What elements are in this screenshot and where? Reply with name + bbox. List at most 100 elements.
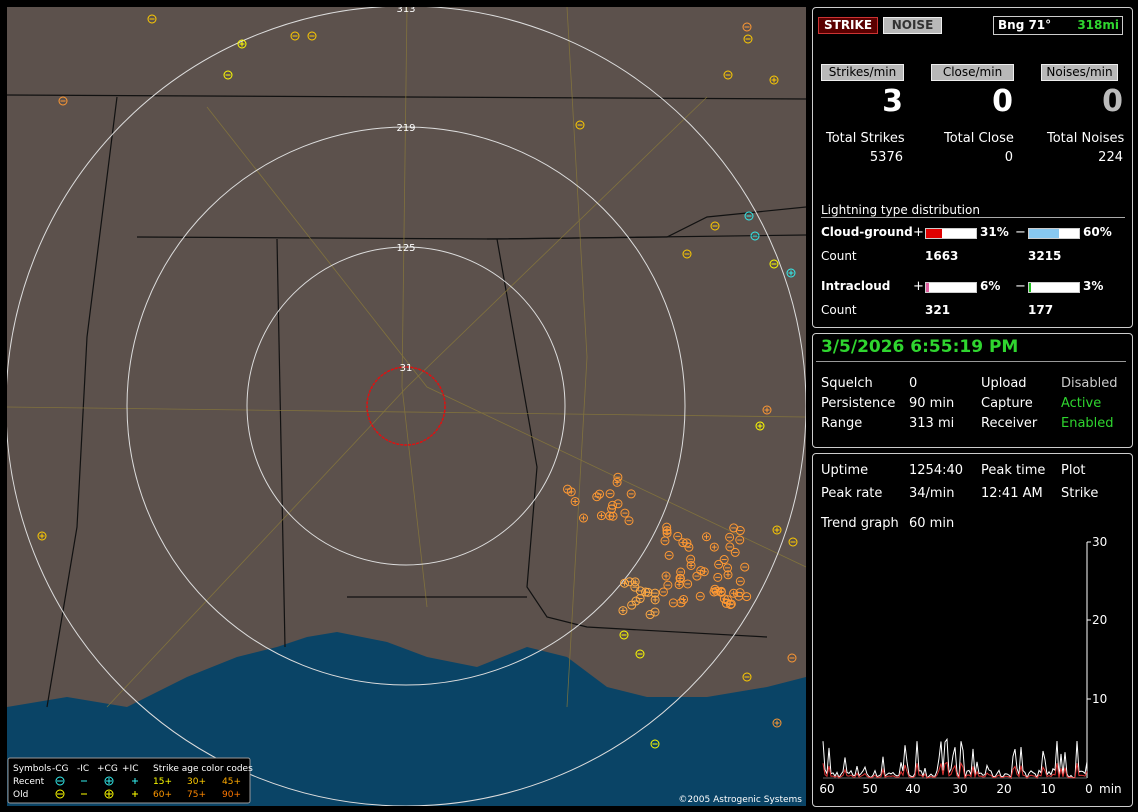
- count: 321: [925, 303, 951, 317]
- strike-symbol: [719, 555, 729, 565]
- strike-glyph: [731, 590, 737, 596]
- strike-symbol: [678, 538, 688, 548]
- strike-symbol: [742, 672, 752, 682]
- strike-symbol: [786, 268, 796, 278]
- strike-symbol: [613, 499, 623, 509]
- legend-old: Old: [13, 790, 28, 800]
- legend-age-title: Strike age color codes: [153, 764, 253, 774]
- strike-glyph: [643, 589, 649, 595]
- strike-glyph: [620, 608, 626, 614]
- strike-symbol: [662, 526, 672, 536]
- strike-symbol: [769, 259, 779, 269]
- strike-symbol: [725, 542, 735, 552]
- strike-symbol: [664, 550, 674, 560]
- status-cell: Capture: [981, 396, 1033, 411]
- strike-symbol: [695, 591, 705, 601]
- legend: Symbols -CG -IC +CG +IC Strike age color…: [7, 757, 253, 804]
- trend-cell: 1254:40: [909, 463, 964, 478]
- strike-symbol: [710, 221, 720, 231]
- strike-symbol: [740, 562, 750, 572]
- sign: −: [1015, 225, 1026, 240]
- strike-symbol: [650, 595, 660, 605]
- trend-graph: 30 20 10 60 50 40 30 20 10 0 min: [819, 535, 1122, 796]
- strike-symbol: [147, 14, 157, 24]
- strike-symbol: [570, 496, 580, 506]
- rate-label: Close/min: [931, 64, 1014, 81]
- strike-symbol: [709, 587, 719, 597]
- y-tick-label: 20: [1092, 613, 1107, 627]
- strike-symbol: [612, 477, 622, 487]
- x-unit: min: [1099, 782, 1122, 796]
- strike-glyph: [774, 527, 780, 533]
- strike-symbol: [729, 588, 739, 598]
- strike-glyph: [598, 513, 604, 519]
- strike-symbol: [723, 70, 733, 80]
- divider: [816, 361, 1126, 362]
- strike-button[interactable]: STRIKE: [818, 17, 878, 34]
- strike-symbol: [566, 487, 576, 497]
- total-value: 224: [1098, 150, 1123, 165]
- strike-symbol: [650, 607, 660, 617]
- pct-bar-frame: [1028, 282, 1080, 293]
- strike-symbol: [714, 559, 724, 569]
- strike-symbol: [37, 531, 47, 541]
- trend-cell: Plot: [1061, 463, 1086, 478]
- status-cell: Enabled: [1061, 416, 1114, 431]
- noise-button[interactable]: NOISE: [883, 17, 942, 34]
- count: 1663: [925, 249, 959, 263]
- strike-symbol: [635, 586, 645, 596]
- trend-span: 60 min: [909, 516, 955, 531]
- range-label: 313: [396, 7, 415, 15]
- datetime: 3/5/2026 6:55:19 PM: [821, 337, 1019, 357]
- strike-symbol: [723, 570, 733, 580]
- strike-symbol: [730, 547, 740, 557]
- strike-symbol: [696, 566, 706, 576]
- strike-symbol: [290, 31, 300, 41]
- strike-symbol: [734, 591, 744, 601]
- rate-label: Noises/min: [1041, 64, 1118, 81]
- range-rings: [7, 7, 806, 806]
- legend-title: Symbols: [13, 764, 52, 774]
- x-tick-label: 20: [996, 782, 1011, 796]
- strike-glyph: [680, 540, 686, 546]
- strike-symbol: [668, 598, 678, 608]
- strike-glyph: [676, 582, 682, 588]
- strike-symbol: [674, 580, 684, 590]
- strike-symbol: [743, 34, 753, 44]
- strike-symbol: [683, 579, 693, 589]
- strike-symbol: [307, 31, 317, 41]
- strike-symbol: [787, 653, 797, 663]
- pct-label: 3%: [1083, 279, 1104, 293]
- strike-symbol: [592, 492, 602, 502]
- strike-symbol: [663, 580, 673, 590]
- strike-symbol: [641, 587, 651, 597]
- trend-trace-close: [822, 761, 1088, 780]
- strike-symbol: [630, 577, 640, 587]
- strike-symbol: [620, 578, 630, 588]
- status-cell: Upload: [981, 376, 1027, 391]
- count: 177: [1028, 303, 1054, 317]
- strike-symbol: [684, 542, 694, 552]
- pct-bar-frame: [1028, 228, 1080, 239]
- status-cell: 90 min: [909, 396, 955, 411]
- pct-label: 6%: [980, 279, 1001, 293]
- strike-symbol: [673, 531, 683, 541]
- strike-glyph: [711, 544, 717, 550]
- strike-glyph: [568, 489, 574, 495]
- rate-value: 3: [882, 84, 903, 119]
- strike-symbol: [735, 526, 745, 536]
- strike-glyph: [581, 515, 587, 521]
- strike-symbol: [701, 532, 711, 542]
- strike-symbol: [223, 70, 233, 80]
- range-label: 125: [396, 243, 415, 254]
- distribution-title: Lightning type distribution: [821, 203, 1125, 218]
- trend-cell: Peak time: [981, 463, 1046, 478]
- strike-symbol: [769, 75, 779, 85]
- strike-symbol: [613, 472, 623, 482]
- strike-glyph: [632, 579, 638, 585]
- type-name: Intracloud: [821, 279, 891, 293]
- total-label: Total Close: [944, 131, 1014, 146]
- status-panel: [812, 333, 1133, 448]
- strike-glyph: [771, 77, 777, 83]
